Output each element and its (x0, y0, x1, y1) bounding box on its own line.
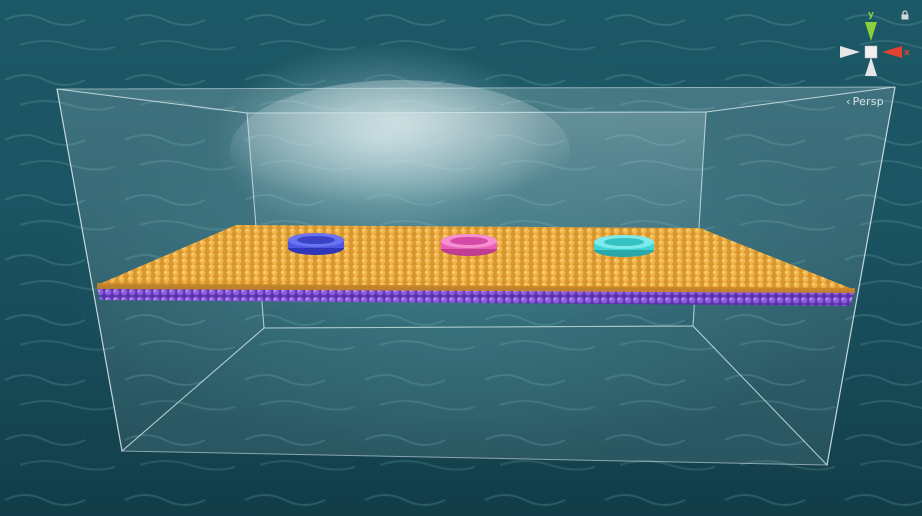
box-edge-front-left (56, 88, 123, 452)
water-box-bottom-face (120, 325, 829, 466)
gizmo-x-axis-cone[interactable] (882, 46, 902, 58)
gizmo-neg-x-axis-cone[interactable] (840, 46, 860, 58)
gizmo-x-label: x (904, 48, 910, 58)
ring-left[interactable] (288, 233, 344, 255)
membrane-top-layer[interactable] (97, 225, 855, 290)
light-glow (230, 80, 570, 220)
water-box-top-face (56, 86, 896, 114)
gizmo-neg-y-axis-cone[interactable] (865, 57, 877, 76)
gizmo-center-cube[interactable] (864, 45, 878, 59)
gizmo-y-axis-cone[interactable] (865, 22, 877, 41)
membrane-bottom-layer[interactable] (97, 288, 855, 306)
projection-toggle[interactable]: ‹ Persp (846, 95, 884, 108)
box-edge-front-right (826, 86, 896, 466)
orientation-gizmo[interactable]: y x (838, 8, 918, 84)
ring-right[interactable] (594, 235, 654, 257)
chevron-left-icon: ‹ (846, 95, 851, 108)
membrane-edge (97, 283, 855, 293)
ring-center[interactable] (441, 234, 497, 256)
gizmo-y-label: y (868, 10, 874, 20)
lock-icon[interactable] (900, 10, 910, 20)
projection-label: Persp (852, 95, 884, 108)
